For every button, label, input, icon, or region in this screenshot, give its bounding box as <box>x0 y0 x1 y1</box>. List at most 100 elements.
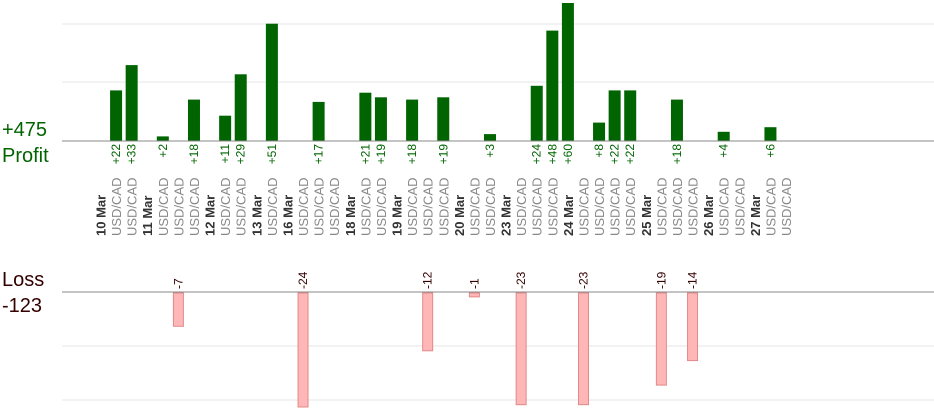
loss-value-label: -23 <box>514 271 528 289</box>
loss-value-label: -1 <box>467 278 481 289</box>
profit-value-label: +18 <box>405 144 419 165</box>
date-labels: 10 Mar USD/CAD USD/CAD 11 Mar USD/CAD USD/CAD… <box>94 177 795 236</box>
loss-bar <box>422 292 434 352</box>
profit-value-label: +48 <box>545 144 559 165</box>
profit-bar <box>593 122 606 141</box>
pair-label: USD/CAD <box>608 177 623 236</box>
pair-label: USD/CAD <box>265 177 280 236</box>
profit-bar <box>374 97 387 141</box>
pair-label: USD/CAD <box>623 177 638 236</box>
profit-value-label: +22 <box>623 144 637 165</box>
date-label: 20 Mar <box>452 195 467 236</box>
profit-bar <box>219 115 232 141</box>
loss-bar <box>655 292 667 386</box>
pair-label: USD/CAD <box>405 177 420 236</box>
date-label: 11 Mar <box>140 196 155 236</box>
profit-bar <box>125 65 138 141</box>
profit-value-label: +18 <box>670 144 684 165</box>
profit-value-label: +19 <box>436 144 450 165</box>
pair-label: USD/CAD <box>467 177 482 236</box>
loss-value-label: -19 <box>654 271 668 289</box>
profit-value-label: +24 <box>530 144 544 165</box>
pair-label: USD/CAD <box>109 177 124 236</box>
profit-bar <box>764 127 777 141</box>
profit-value-label: +4 <box>717 144 731 158</box>
pair-label: USD/CAD <box>327 177 342 236</box>
pair-label: USD/CAD <box>234 177 249 236</box>
pair-label: USD/CAD <box>732 177 747 236</box>
profit-bar <box>187 99 200 141</box>
profit-bar <box>406 99 419 141</box>
pair-label: USD/CAD <box>187 177 202 236</box>
date-label: 26 Mar <box>701 195 716 236</box>
profit-value-label: +33 <box>125 144 139 165</box>
loss-value-label: -23 <box>576 271 590 289</box>
profit-bar <box>234 74 247 141</box>
pair-label: USD/CAD <box>779 177 794 236</box>
profit-value-label: +21 <box>358 144 372 165</box>
pair-label: USD/CAD <box>156 177 171 236</box>
pair-label: USD/CAD <box>670 177 685 236</box>
profit-value-label: +11 <box>218 144 232 164</box>
loss-value-label: -12 <box>421 271 435 289</box>
profit-value-label: +60 <box>561 144 575 165</box>
profit-bar <box>312 101 325 141</box>
date-label: 23 Mar <box>499 195 514 236</box>
date-label: 27 Mar <box>748 195 763 236</box>
pair-label: USD/CAD <box>421 177 436 236</box>
profit-bar <box>110 90 123 141</box>
profit-bar <box>359 92 372 141</box>
loss-bar <box>515 292 527 406</box>
date-label: 19 Mar <box>390 195 405 236</box>
date-label: 25 Mar <box>639 195 654 236</box>
grid-lines <box>62 23 934 401</box>
pair-label: USD/CAD <box>717 177 732 236</box>
pair-label: USD/CAD <box>436 177 451 236</box>
pair-label: USD/CAD <box>592 177 607 236</box>
profit-total: +475 <box>2 119 48 141</box>
pair-label: USD/CAD <box>514 177 529 236</box>
pair-label: USD/CAD <box>686 177 701 236</box>
date-label: 12 Mar <box>203 195 218 236</box>
loss-bar <box>577 292 589 406</box>
loss-value-label: -24 <box>296 271 310 289</box>
loss-value-label: -7 <box>171 278 185 289</box>
pair-label: USD/CAD <box>296 177 311 236</box>
profit-bar <box>437 97 450 141</box>
trade-value-labels: +22 +33 +2-7+18 +11 +29 +51-24+17 +21 +19 +18-12… <box>109 144 777 289</box>
pair-label: USD/CAD <box>530 177 545 236</box>
profit-bar <box>265 23 278 142</box>
date-label: 24 Mar <box>561 195 576 236</box>
profit-value-label: +8 <box>592 144 606 158</box>
profit-value-label: +6 <box>763 144 777 158</box>
pair-label: USD/CAD <box>125 177 140 236</box>
profit-value-label: +51 <box>265 144 279 165</box>
profit-label: Profit <box>2 145 49 167</box>
pair-label: USD/CAD <box>654 177 669 236</box>
profit-bar <box>717 131 730 141</box>
profit-value-label: +22 <box>608 144 622 165</box>
loss-bar <box>468 292 480 298</box>
pair-label: USD/CAD <box>576 177 591 236</box>
loss-label: Loss <box>2 269 45 291</box>
loss-value-label: -14 <box>686 271 700 289</box>
profit-bar <box>561 3 574 141</box>
profit-value-label: +29 <box>234 144 248 165</box>
pair-label: USD/CAD <box>483 177 498 236</box>
profit-bar <box>484 134 496 141</box>
pair-label: USD/CAD <box>545 177 560 236</box>
date-label: 10 Mar <box>94 195 109 236</box>
profit-value-label: +3 <box>483 144 497 158</box>
profit-bar <box>546 30 559 142</box>
loss-bar <box>687 292 699 362</box>
pair-label: USD/CAD <box>358 177 373 236</box>
pair-label: USD/CAD <box>312 177 327 236</box>
loss-total: -123 <box>2 295 43 317</box>
profit-value-label: +22 <box>109 144 123 165</box>
date-label: 18 Mar <box>343 195 358 236</box>
profit-bar <box>670 99 683 141</box>
date-label: 16 Mar <box>280 195 295 236</box>
pair-label: USD/CAD <box>218 177 233 236</box>
profit-bar <box>156 136 169 141</box>
profit-bar <box>608 90 621 141</box>
